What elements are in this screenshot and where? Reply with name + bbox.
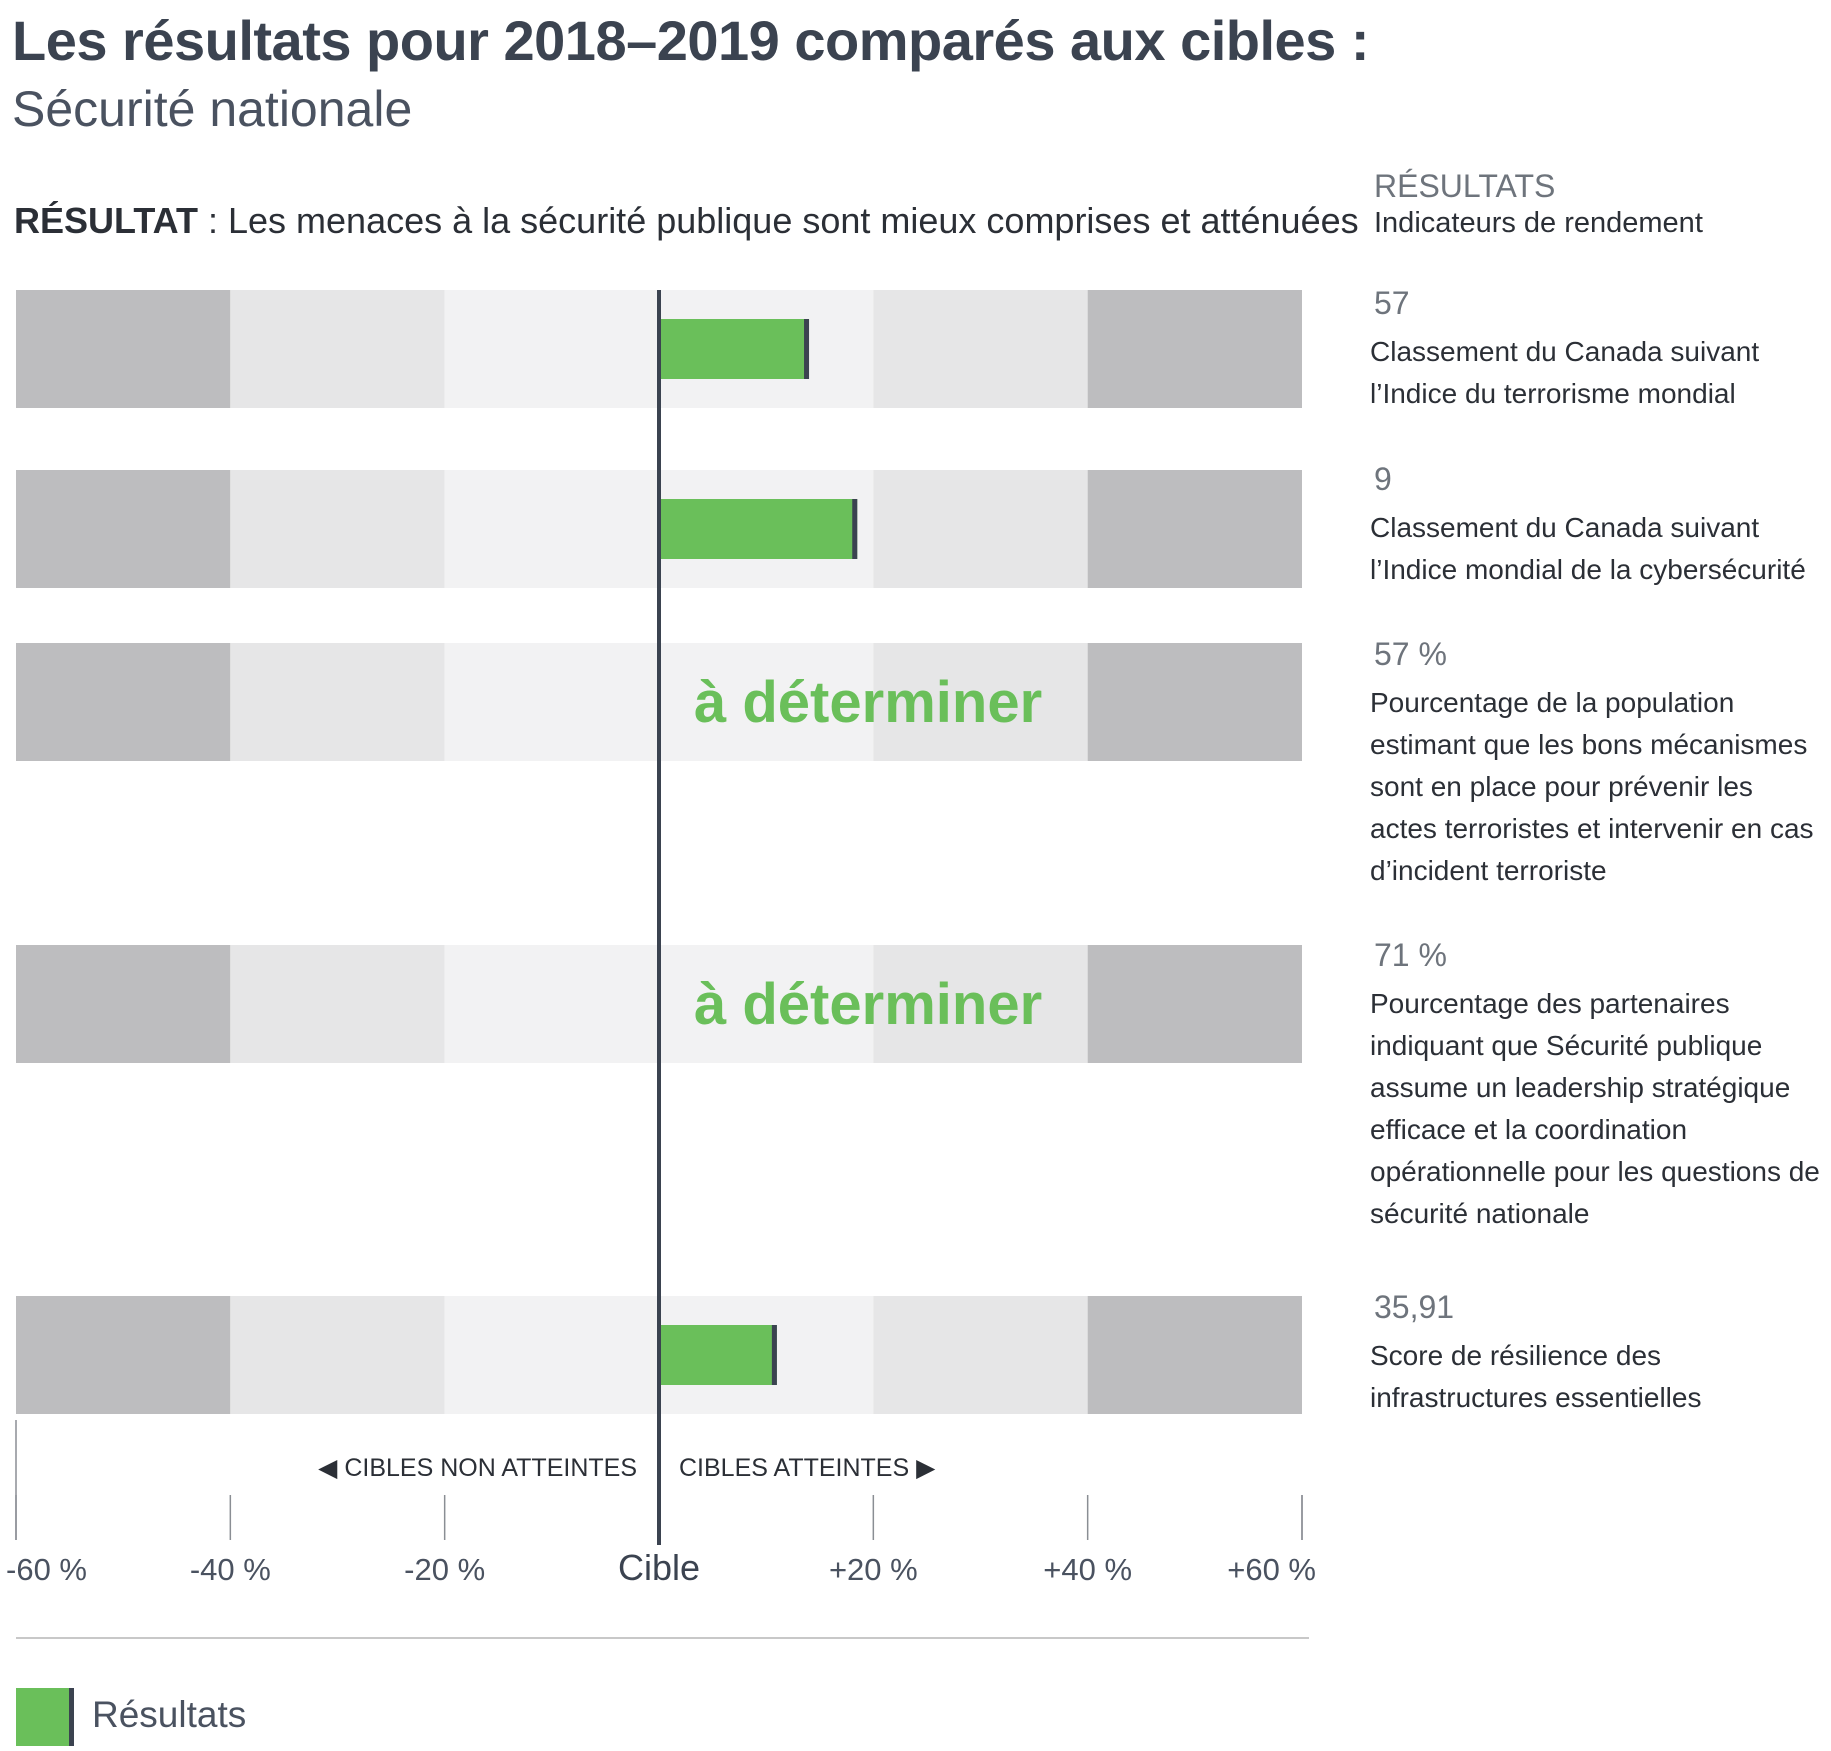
indicator-2: 9 Classement du Canada suivant l’Indice …	[1370, 461, 1820, 591]
range-band	[873, 945, 1088, 1063]
result-bar	[659, 499, 858, 559]
indicator-value: 71 %	[1374, 937, 1447, 973]
indicator-4: 71 % Pourcentage des partenaires indiqua…	[1370, 937, 1820, 1235]
tick-label-target: Cible	[618, 1547, 700, 1588]
range-band	[873, 1296, 1088, 1414]
direction-label-not-met: ◀ CIBLES NON ATTEINTES	[318, 1454, 637, 1482]
range-band	[230, 290, 445, 408]
range-band	[659, 643, 874, 761]
range-band	[1087, 643, 1302, 761]
range-band	[1087, 290, 1302, 408]
range-band	[230, 1296, 445, 1414]
indicator-label: Classement du Canada suivant l’Indice mo…	[1370, 512, 1806, 586]
result-bar-cap	[852, 499, 858, 559]
pending-label: à déterminer	[694, 670, 1042, 735]
indicator-5: 35,91 Score de résilience des infrastruc…	[1370, 1289, 1820, 1419]
indicator-label: Classement du Canada suivant l’Indice du…	[1370, 336, 1760, 410]
range-band	[230, 945, 445, 1063]
indicator-label: Pourcentage des partenaires indiquant qu…	[1370, 988, 1820, 1230]
page-title: Les résultats pour 2018–2019 comparés au…	[12, 9, 1370, 72]
range-band	[16, 1296, 231, 1414]
indicator-label: Score de résilience des infrastructures …	[1370, 1340, 1702, 1414]
range-band	[444, 643, 659, 761]
range-band	[873, 470, 1088, 588]
indicator-value: 35,91	[1374, 1289, 1455, 1325]
range-band	[1087, 945, 1302, 1063]
tick-label: -20 %	[404, 1552, 485, 1587]
range-band	[444, 1296, 659, 1414]
indicator-3: 57 % Pourcentage de la population estima…	[1370, 636, 1820, 892]
range-band	[230, 470, 445, 588]
range-band	[873, 290, 1088, 408]
range-band	[230, 643, 445, 761]
result-bar	[659, 1325, 777, 1385]
indicator-value: 57 %	[1374, 636, 1447, 672]
range-band	[444, 470, 659, 588]
outcome-text: : Les menaces à la sécurité publique son…	[197, 200, 1359, 241]
range-band	[659, 945, 874, 1063]
indicator-value: 57	[1374, 285, 1410, 321]
legend-swatch-results	[16, 1688, 74, 1746]
range-band	[1087, 470, 1302, 588]
range-band	[873, 643, 1088, 761]
tick-label: +20 %	[829, 1552, 918, 1587]
tick-label: -40 %	[190, 1552, 271, 1587]
sidebar-subheading: Indicateurs de rendement	[1374, 207, 1703, 239]
indicator-label: Pourcentage de la population estimant qu…	[1370, 687, 1814, 887]
tick-label: -60 %	[6, 1552, 87, 1587]
result-bar	[659, 319, 810, 379]
range-band	[16, 945, 231, 1063]
outcome-prefix: RÉSULTAT	[14, 200, 198, 241]
legend-divider	[16, 1637, 1309, 1639]
range-band	[444, 945, 659, 1063]
indicator-value: 9	[1374, 461, 1392, 497]
direction-label-met: CIBLES ATTEINTES ▶	[679, 1454, 936, 1482]
legend-label-results: Résultats	[92, 1694, 247, 1735]
result-bar-cap	[804, 319, 810, 379]
tick-label: +40 %	[1043, 1552, 1132, 1587]
outcome-statement: RÉSULTAT : Les menaces à la sécurité pub…	[14, 200, 1359, 242]
range-band	[444, 290, 659, 408]
range-band	[16, 643, 231, 761]
result-bar-cap	[771, 1325, 777, 1385]
tick-label: +60 %	[1227, 1552, 1316, 1587]
sidebar-heading: RÉSULTATS	[1374, 168, 1556, 204]
range-band	[16, 470, 231, 588]
range-band	[1087, 1296, 1302, 1414]
pending-label: à déterminer	[694, 972, 1042, 1037]
range-band	[16, 290, 231, 408]
indicator-1: 57 Classement du Canada suivant l’Indice…	[1370, 285, 1820, 415]
page-subtitle: Sécurité nationale	[12, 81, 413, 137]
